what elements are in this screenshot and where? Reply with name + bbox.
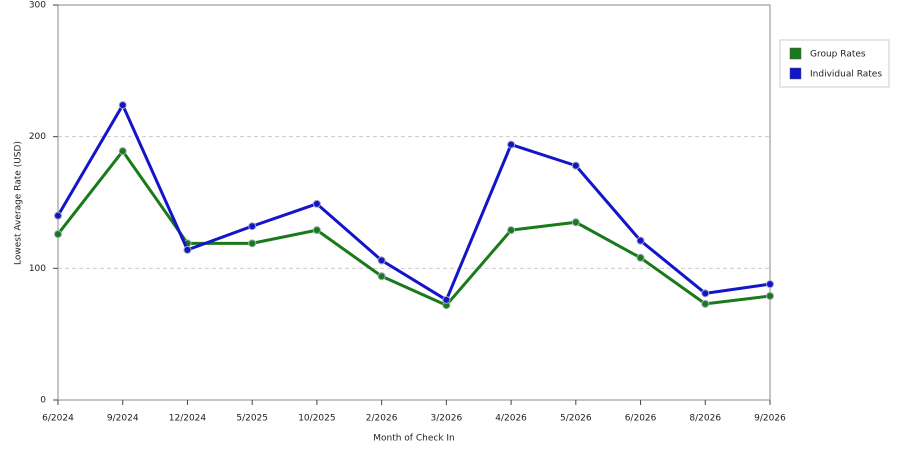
- legend-swatch: [789, 67, 802, 80]
- point: [377, 256, 386, 265]
- point: [248, 222, 257, 231]
- x-tick-label: 4/2026: [495, 414, 527, 424]
- x-tick-label: 6/2026: [625, 414, 657, 424]
- point: [118, 147, 127, 156]
- x-tick-label: 9/2024: [107, 414, 139, 424]
- point: [766, 280, 774, 289]
- point: [571, 218, 580, 227]
- point: [636, 236, 645, 245]
- point: [118, 101, 127, 110]
- point: [54, 230, 62, 239]
- line: [56, 103, 771, 302]
- point: [571, 161, 580, 170]
- legend-label: Individual Rates: [810, 70, 882, 80]
- point: [701, 299, 710, 308]
- x-tick-label: 12/2024: [169, 414, 207, 424]
- x-tick-label: 6/2024: [42, 414, 74, 424]
- y-tick-label: 0: [40, 396, 46, 406]
- x-tick-label: 5/2026: [560, 414, 592, 424]
- point: [183, 245, 192, 254]
- legend-box: [779, 39, 890, 88]
- y-tick-label: 100: [29, 264, 46, 274]
- plot-frame: [57, 4, 771, 401]
- point: [766, 291, 774, 300]
- point: [701, 289, 710, 298]
- point: [377, 272, 386, 281]
- point: [507, 226, 516, 235]
- line: [56, 149, 771, 307]
- point: [636, 253, 645, 262]
- y-axis-label: Lowest Average Rate (USD): [14, 141, 24, 265]
- x-tick-label: 8/2026: [689, 414, 721, 424]
- point: [54, 211, 62, 220]
- y-tick-label: 200: [29, 132, 46, 142]
- point: [312, 226, 321, 235]
- legend-swatch: [789, 47, 802, 60]
- x-tick-label: 3/2026: [431, 414, 463, 424]
- x-tick-label: 2/2026: [366, 414, 398, 424]
- point: [507, 140, 516, 149]
- x-tick-label: 10/2025: [298, 414, 335, 424]
- x-tick-label: 9/2026: [754, 414, 786, 424]
- point: [442, 295, 451, 304]
- x-tick-label: 5/2025: [236, 414, 268, 424]
- y-tick-label: 300: [29, 1, 46, 11]
- point: [248, 239, 257, 248]
- legend-label: Group Rates: [810, 50, 866, 60]
- point: [312, 199, 321, 208]
- x-axis-label: Month of Check In: [373, 434, 455, 444]
